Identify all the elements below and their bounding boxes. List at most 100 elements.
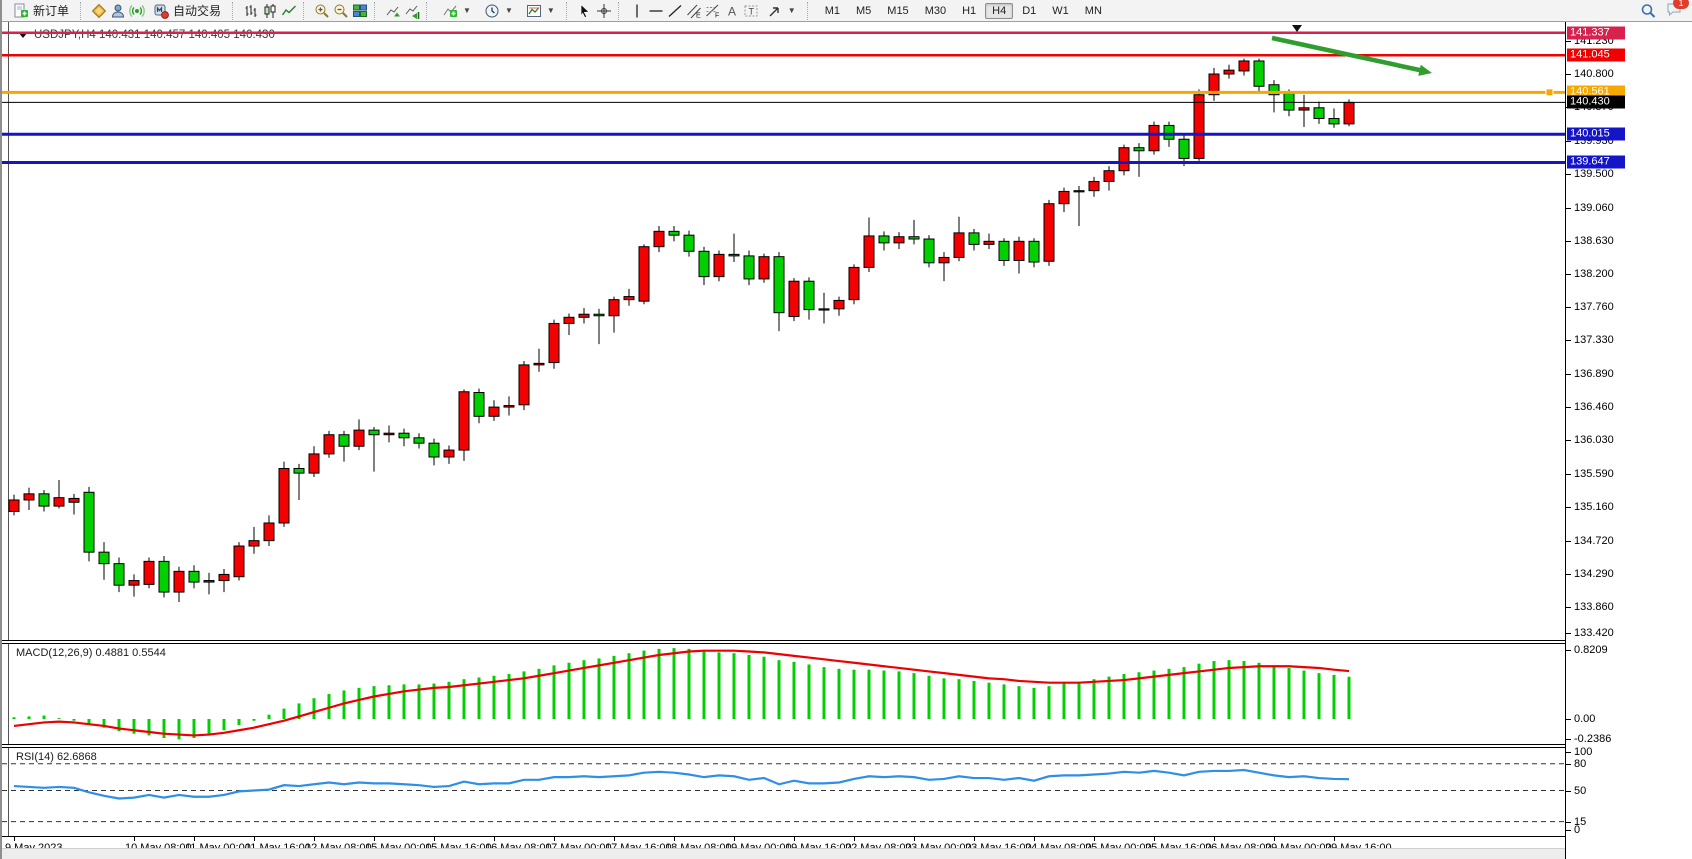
candle-down (1133, 147, 1145, 152)
candle-up (1298, 107, 1310, 111)
price-line-badge: 140.561 (1567, 85, 1625, 99)
price-chart-canvas[interactable]: USDJPY,H4 140.431 140.457 140.405 140.43… (2, 22, 1565, 640)
clock-icon (484, 3, 500, 19)
horizontal-line-tool-icon[interactable] (648, 3, 664, 19)
candle-down (773, 256, 785, 314)
tile-windows-icon[interactable] (352, 3, 368, 19)
candle-up (503, 405, 515, 408)
timeframe-m1[interactable]: M1 (824, 4, 840, 17)
indicators-button[interactable]: ▼ (437, 1, 476, 21)
candle-up (1043, 203, 1055, 262)
bar-chart-type-icon[interactable] (243, 3, 259, 19)
new-order-button[interactable]: 新订单 (8, 0, 74, 21)
time-tick (1214, 837, 1215, 841)
profile-icon[interactable] (110, 3, 126, 19)
candle-down (188, 570, 200, 583)
candle-down (878, 235, 890, 244)
text-tool-icon[interactable]: A (724, 3, 740, 19)
market-watch-icon[interactable] (91, 3, 107, 19)
price-tick-label: 139.060 (1574, 201, 1614, 214)
candle-up (608, 299, 620, 317)
time-tick (554, 837, 555, 841)
candle-up (623, 296, 635, 301)
timeframe-mn[interactable]: MN (1084, 4, 1102, 17)
equidistant-channel-tool-icon[interactable]: E (686, 3, 702, 19)
crosshair-icon[interactable] (596, 3, 612, 19)
toolbar-separator (80, 1, 85, 20)
periods-button[interactable]: ▼ (479, 1, 518, 21)
rsi-canvas[interactable] (2, 748, 1565, 836)
chart-shift-marker[interactable] (1292, 25, 1302, 32)
auto-trading-icon (153, 3, 169, 19)
templates-button[interactable]: ▼ (521, 1, 560, 21)
candle-up (1118, 147, 1130, 172)
price-tick-label: 133.860 (1574, 600, 1614, 613)
macd-canvas[interactable] (2, 644, 1565, 744)
vertical-line-tool-icon[interactable] (629, 3, 645, 19)
notifications-button[interactable]: 1 (1666, 0, 1689, 20)
zoom-out-icon[interactable] (333, 3, 349, 19)
candle-up (533, 362, 545, 366)
fibonacci-tool-icon[interactable]: F (705, 3, 721, 19)
candle-up (1058, 190, 1070, 205)
axis-tick-dash (1566, 752, 1571, 753)
time-tick (1334, 837, 1335, 841)
template-icon (526, 3, 542, 19)
candle-up (53, 497, 65, 507)
trendline-tool-icon[interactable] (667, 3, 683, 19)
panel-separator[interactable] (2, 744, 1565, 748)
candle-down (803, 280, 815, 311)
timeframe-d1[interactable]: D1 (1022, 4, 1037, 17)
chart-shift-icon[interactable] (404, 3, 420, 19)
time-tick (374, 837, 375, 841)
price-tick-label: 138.200 (1574, 267, 1614, 280)
candle-up (1073, 190, 1085, 193)
candle-down (413, 437, 425, 444)
axis-tick-dash (1566, 440, 1571, 442)
dropdown-caret: ▼ (504, 6, 513, 15)
svg-text:F: F (715, 12, 719, 19)
timeframe-m15[interactable]: M15 (887, 4, 909, 17)
axis-tick-dash (1566, 307, 1571, 309)
text-label-tool-icon[interactable]: T (743, 3, 759, 19)
candle-up (353, 429, 365, 447)
arrows-tool-button[interactable]: ▼ (762, 1, 801, 21)
search-icon[interactable] (1640, 3, 1656, 19)
price-axis[interactable]: 141.230140.800140.370139.930139.500139.0… (1565, 22, 1692, 859)
axis-tick-dash (1566, 273, 1571, 275)
line-chart-type-icon[interactable] (281, 3, 297, 19)
rsi-panel[interactable] (2, 748, 1565, 836)
time-tick (254, 837, 255, 841)
cursor-icon[interactable] (577, 3, 593, 19)
candle-up (1238, 60, 1250, 72)
toolbar-right-group: 1 (1640, 0, 1689, 20)
candle-up (1193, 94, 1205, 159)
panel-separator[interactable] (2, 640, 1565, 644)
time-tick (854, 837, 855, 841)
timeframe-w1[interactable]: W1 (1052, 4, 1069, 17)
auto-trading-button[interactable]: 自动交易 (148, 0, 226, 21)
timeframe-m5[interactable]: M5 (856, 4, 872, 17)
candle-down (698, 250, 710, 278)
hlines-layer (2, 31, 1565, 164)
candle-up (323, 434, 335, 455)
candle-up (203, 580, 215, 583)
time-tick (134, 837, 135, 841)
macd-panel[interactable] (2, 644, 1565, 744)
zoom-in-icon[interactable] (314, 3, 330, 19)
candle-up (1103, 170, 1115, 182)
arrow-annotation[interactable] (1271, 35, 1432, 76)
timeframe-h1[interactable]: H1 (962, 4, 977, 17)
candlestick-chart-type-icon[interactable] (262, 3, 278, 19)
timeframe-m30[interactable]: M30 (924, 4, 947, 17)
axis-tick-dash (1566, 340, 1571, 342)
axis-tick-dash (1566, 719, 1571, 720)
timeframe-h4[interactable]: H4 (985, 2, 1014, 19)
signal-icon[interactable] (129, 3, 145, 19)
candle-up (788, 280, 800, 318)
price-chart-panel[interactable]: USDJPY,H4 140.431 140.457 140.405 140.43… (2, 22, 1565, 640)
svg-text:A: A (728, 4, 736, 18)
candle-down (1313, 107, 1325, 120)
price-line-badge: 140.015 (1567, 127, 1625, 141)
auto-scroll-icon[interactable] (385, 3, 401, 19)
